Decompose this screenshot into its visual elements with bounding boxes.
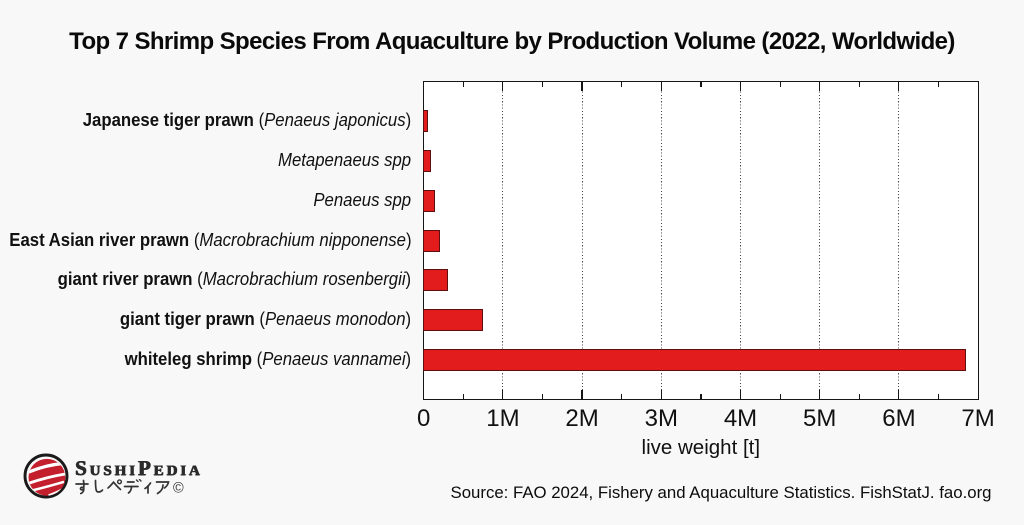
svg-text:©: © — [173, 481, 184, 497]
